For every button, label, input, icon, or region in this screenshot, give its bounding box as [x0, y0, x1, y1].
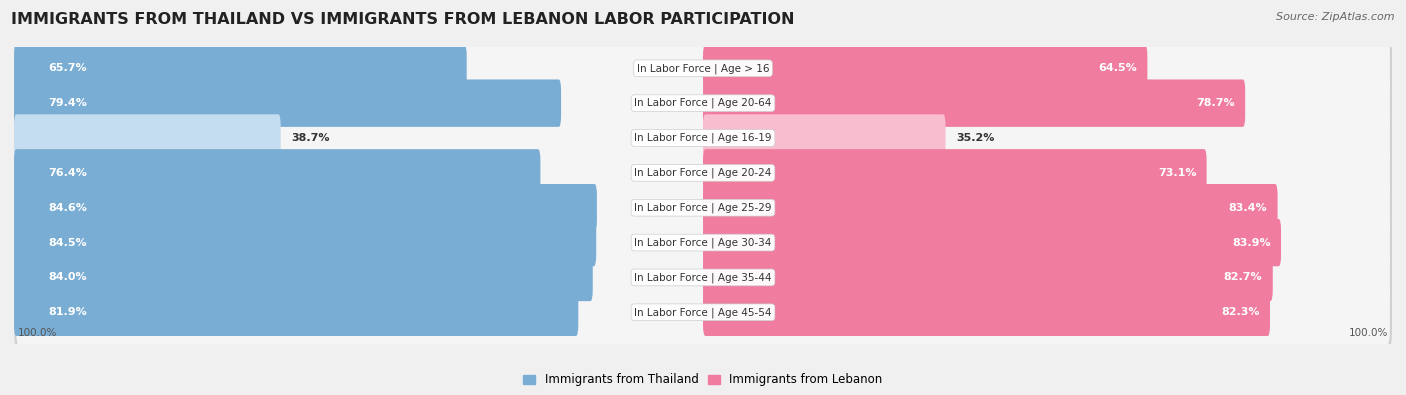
FancyBboxPatch shape — [14, 207, 1392, 278]
Text: 73.1%: 73.1% — [1157, 168, 1197, 178]
Text: In Labor Force | Age 25-29: In Labor Force | Age 25-29 — [634, 203, 772, 213]
FancyBboxPatch shape — [703, 254, 1272, 301]
Legend: Immigrants from Thailand, Immigrants from Lebanon: Immigrants from Thailand, Immigrants fro… — [519, 369, 887, 391]
Text: 84.6%: 84.6% — [48, 203, 87, 213]
Text: In Labor Force | Age 45-54: In Labor Force | Age 45-54 — [634, 307, 772, 318]
FancyBboxPatch shape — [703, 79, 1246, 127]
Text: 100.0%: 100.0% — [17, 328, 56, 339]
Text: 84.0%: 84.0% — [48, 273, 87, 282]
FancyBboxPatch shape — [14, 68, 1392, 139]
FancyBboxPatch shape — [14, 254, 593, 301]
FancyBboxPatch shape — [15, 35, 1391, 102]
FancyBboxPatch shape — [14, 184, 598, 231]
FancyBboxPatch shape — [14, 33, 1392, 104]
FancyBboxPatch shape — [703, 184, 1278, 231]
Text: 79.4%: 79.4% — [48, 98, 87, 108]
Text: 81.9%: 81.9% — [48, 307, 87, 317]
Text: 83.9%: 83.9% — [1232, 237, 1271, 248]
Text: 64.5%: 64.5% — [1098, 63, 1137, 73]
FancyBboxPatch shape — [15, 139, 1391, 206]
Text: 38.7%: 38.7% — [291, 133, 329, 143]
FancyBboxPatch shape — [15, 70, 1391, 137]
Text: 82.7%: 82.7% — [1223, 273, 1263, 282]
Text: 78.7%: 78.7% — [1197, 98, 1234, 108]
FancyBboxPatch shape — [15, 244, 1391, 311]
FancyBboxPatch shape — [14, 45, 467, 92]
FancyBboxPatch shape — [14, 277, 1392, 348]
Text: In Labor Force | Age 20-64: In Labor Force | Age 20-64 — [634, 98, 772, 108]
FancyBboxPatch shape — [14, 289, 578, 336]
FancyBboxPatch shape — [14, 137, 1392, 209]
FancyBboxPatch shape — [14, 79, 561, 127]
Text: 76.4%: 76.4% — [48, 168, 87, 178]
Text: In Labor Force | Age > 16: In Labor Force | Age > 16 — [637, 63, 769, 73]
FancyBboxPatch shape — [15, 105, 1391, 171]
FancyBboxPatch shape — [703, 219, 1281, 266]
FancyBboxPatch shape — [703, 45, 1147, 92]
Text: 82.3%: 82.3% — [1222, 307, 1260, 317]
Text: 35.2%: 35.2% — [956, 133, 994, 143]
FancyBboxPatch shape — [703, 149, 1206, 197]
Text: In Labor Force | Age 16-19: In Labor Force | Age 16-19 — [634, 133, 772, 143]
Text: 83.4%: 83.4% — [1229, 203, 1267, 213]
FancyBboxPatch shape — [14, 149, 540, 197]
Text: 84.5%: 84.5% — [48, 237, 87, 248]
Text: Source: ZipAtlas.com: Source: ZipAtlas.com — [1277, 12, 1395, 22]
FancyBboxPatch shape — [15, 279, 1391, 346]
FancyBboxPatch shape — [703, 114, 945, 162]
Text: In Labor Force | Age 30-34: In Labor Force | Age 30-34 — [634, 237, 772, 248]
FancyBboxPatch shape — [703, 289, 1270, 336]
FancyBboxPatch shape — [14, 219, 596, 266]
Text: In Labor Force | Age 20-24: In Labor Force | Age 20-24 — [634, 167, 772, 178]
FancyBboxPatch shape — [14, 114, 281, 162]
Text: 65.7%: 65.7% — [48, 63, 87, 73]
Text: 100.0%: 100.0% — [1350, 328, 1389, 339]
FancyBboxPatch shape — [15, 209, 1391, 276]
FancyBboxPatch shape — [14, 102, 1392, 173]
FancyBboxPatch shape — [15, 174, 1391, 241]
FancyBboxPatch shape — [14, 172, 1392, 243]
Text: In Labor Force | Age 35-44: In Labor Force | Age 35-44 — [634, 272, 772, 283]
Text: IMMIGRANTS FROM THAILAND VS IMMIGRANTS FROM LEBANON LABOR PARTICIPATION: IMMIGRANTS FROM THAILAND VS IMMIGRANTS F… — [11, 12, 794, 27]
FancyBboxPatch shape — [14, 242, 1392, 313]
